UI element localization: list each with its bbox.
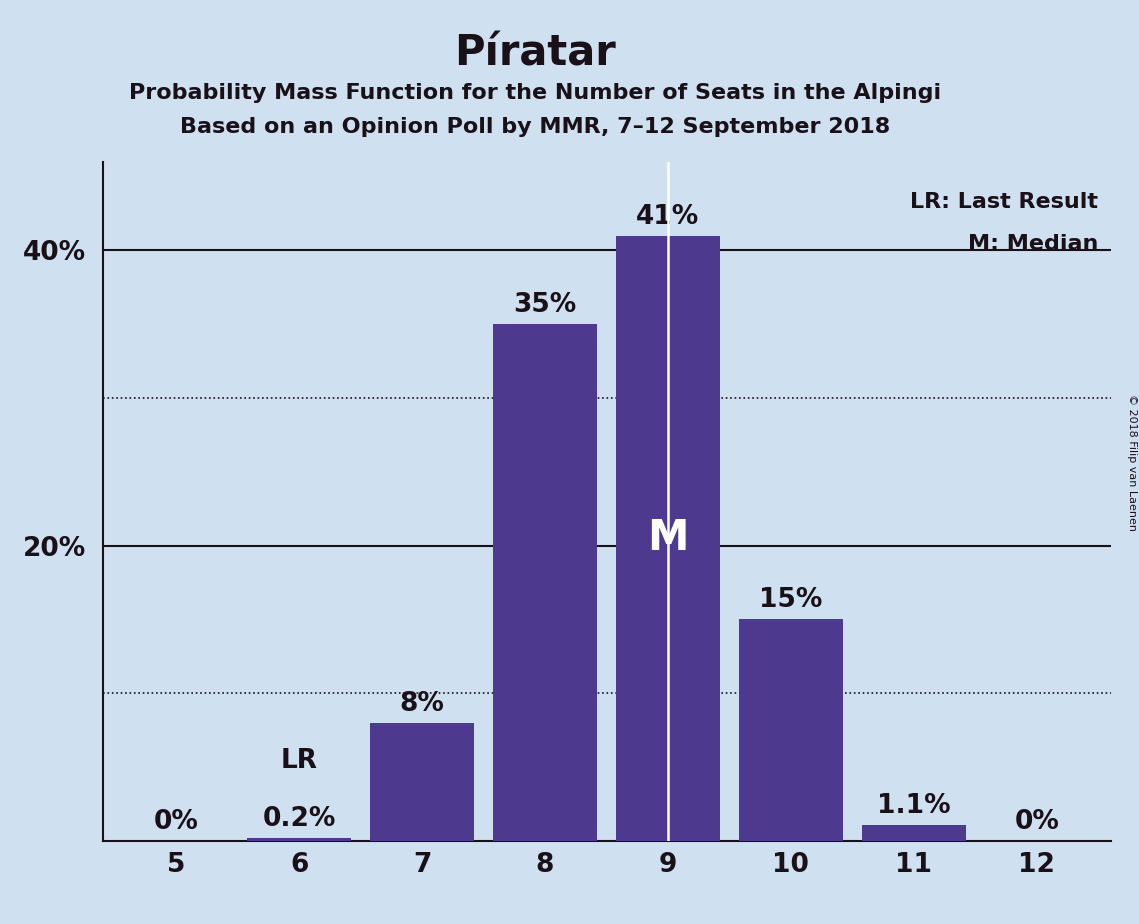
Text: 0%: 0% bbox=[1015, 808, 1059, 835]
Text: 0%: 0% bbox=[154, 808, 198, 835]
Text: 15%: 15% bbox=[760, 588, 822, 614]
Bar bbox=[370, 723, 474, 841]
Text: Based on an Opinion Poll by MMR, 7–12 September 2018: Based on an Opinion Poll by MMR, 7–12 Se… bbox=[180, 117, 891, 138]
Text: Probability Mass Function for the Number of Seats in the Alpingi: Probability Mass Function for the Number… bbox=[129, 83, 942, 103]
Text: © 2018 Filip van Laenen: © 2018 Filip van Laenen bbox=[1126, 394, 1137, 530]
Text: LR: LR bbox=[280, 748, 318, 774]
Text: 35%: 35% bbox=[514, 292, 576, 318]
Bar bbox=[247, 838, 352, 841]
Text: 1.1%: 1.1% bbox=[877, 793, 951, 819]
Text: M: Median: M: Median bbox=[968, 235, 1098, 254]
Text: Píratar: Píratar bbox=[454, 32, 616, 74]
Bar bbox=[861, 824, 966, 841]
Text: 8%: 8% bbox=[400, 691, 444, 717]
Text: 0.2%: 0.2% bbox=[262, 806, 336, 832]
Bar bbox=[739, 619, 843, 841]
Text: M: M bbox=[647, 517, 689, 559]
Bar bbox=[616, 236, 720, 841]
Bar bbox=[493, 324, 597, 841]
Text: 41%: 41% bbox=[637, 203, 699, 230]
Text: LR: Last Result: LR: Last Result bbox=[910, 192, 1098, 213]
